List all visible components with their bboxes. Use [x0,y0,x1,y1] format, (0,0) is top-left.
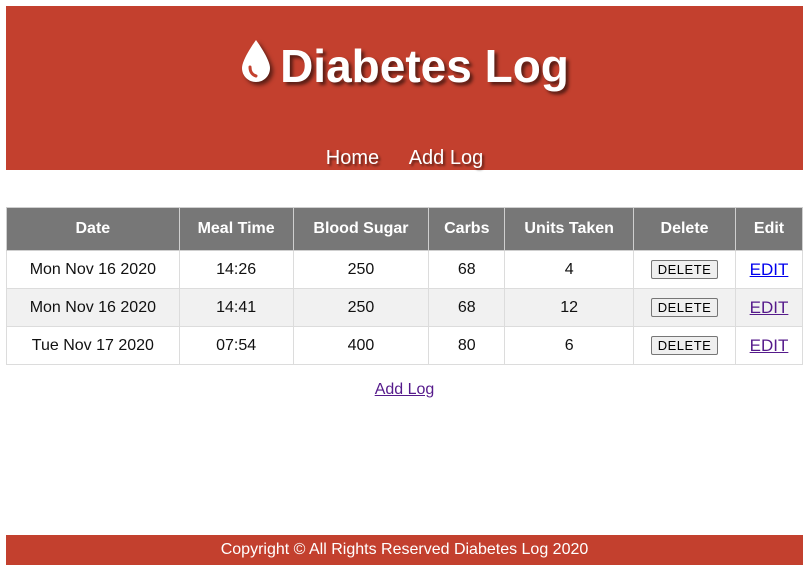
edit-link[interactable]: EDIT [749,335,789,355]
column-header-edit: Edit [735,207,803,251]
log-table: Date Meal Time Blood Sugar Carbs Units T… [6,207,803,365]
delete-button[interactable]: DELETE [650,298,719,317]
cell-units-taken: 6 [504,326,635,365]
site-title: Diabetes Log [280,40,569,92]
cell-blood-sugar: 250 [292,288,430,327]
cell-carbs: 80 [428,326,506,365]
delete-button[interactable]: DELETE [650,336,719,355]
site-header: Diabetes Log Home Add Log [6,6,803,170]
site-brand: Diabetes Log [6,38,803,95]
column-header-units-taken: Units Taken [504,207,635,251]
table-header-row: Date Meal Time Blood Sugar Carbs Units T… [6,207,803,251]
column-header-meal-time: Meal Time [178,207,294,251]
main-nav: Home Add Log [6,146,803,170]
cell-meal-time: 07:54 [178,326,294,365]
table-row: Mon Nov 16 2020 14:26 250 68 4 DELETE ED… [6,250,803,289]
column-header-date: Date [6,207,180,251]
edit-link[interactable]: EDIT [749,297,789,317]
cell-date: Mon Nov 16 2020 [6,250,180,289]
cell-delete: DELETE [633,250,736,289]
cell-meal-time: 14:41 [178,288,294,327]
column-header-blood-sugar: Blood Sugar [292,207,430,251]
nav-home-link[interactable]: Home [325,147,380,169]
cell-edit: EDIT [735,288,803,327]
cell-edit: EDIT [735,250,803,289]
cell-delete: DELETE [633,326,736,365]
cell-delete: DELETE [633,288,736,327]
table-row: Tue Nov 17 2020 07:54 400 80 6 DELETE ED… [6,326,803,365]
cell-date: Mon Nov 16 2020 [6,288,180,327]
blood-drop-icon [240,39,272,95]
add-log-link[interactable]: Add Log [374,381,435,398]
cell-carbs: 68 [428,288,506,327]
cell-units-taken: 12 [504,288,635,327]
column-header-carbs: Carbs [428,207,506,251]
footer-copyright: Copyright © All Rights Reserved Diabetes… [220,541,589,558]
cell-carbs: 68 [428,250,506,289]
cell-meal-time: 14:26 [178,250,294,289]
add-log-container: Add Log [0,381,809,399]
cell-units-taken: 4 [504,250,635,289]
cell-date: Tue Nov 17 2020 [6,326,180,365]
edit-link[interactable]: EDIT [749,259,789,279]
nav-add-log-link[interactable]: Add Log [408,147,484,169]
cell-edit: EDIT [735,326,803,365]
site-footer: Copyright © All Rights Reserved Diabetes… [6,535,803,565]
cell-blood-sugar: 400 [292,326,430,365]
table-row: Mon Nov 16 2020 14:41 250 68 12 DELETE E… [6,288,803,327]
cell-blood-sugar: 250 [292,250,430,289]
column-header-delete: Delete [633,207,736,251]
delete-button[interactable]: DELETE [650,260,719,279]
